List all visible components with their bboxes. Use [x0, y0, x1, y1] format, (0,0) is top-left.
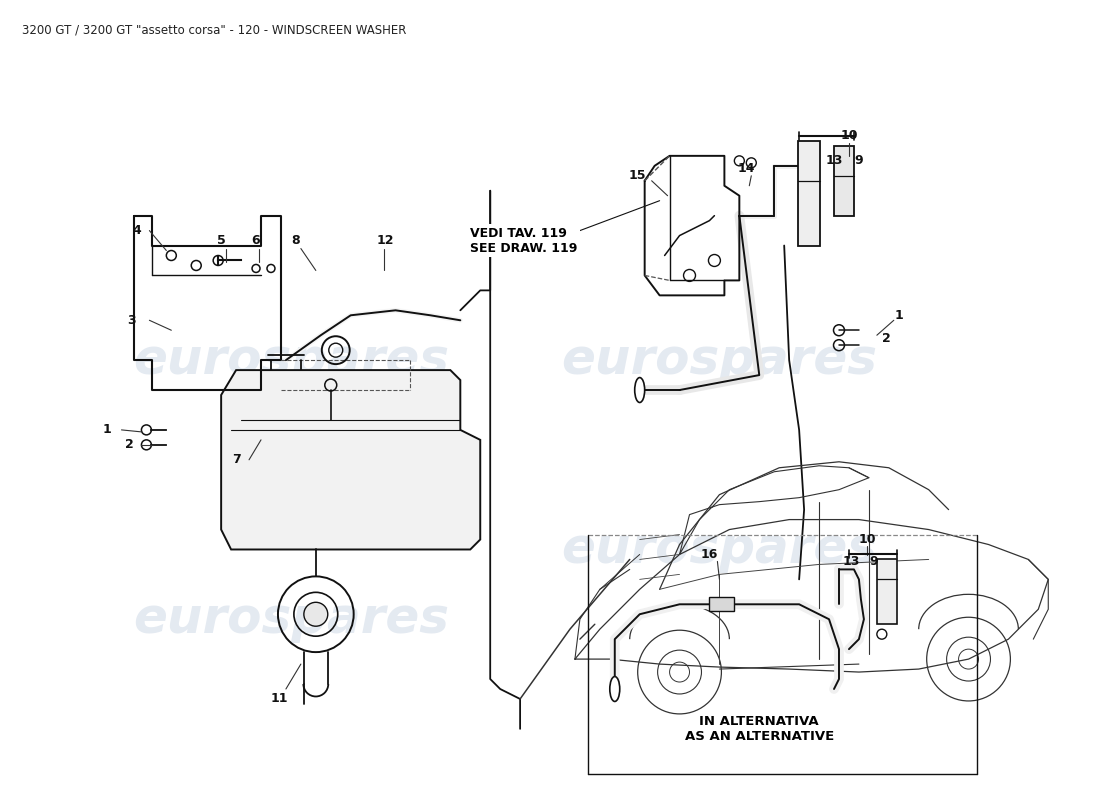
Text: 5: 5 — [217, 234, 226, 247]
Text: 6: 6 — [252, 234, 261, 247]
Text: eurospares: eurospares — [561, 336, 878, 384]
Bar — [710, 598, 735, 611]
Ellipse shape — [609, 677, 619, 702]
Bar — [877, 559, 896, 624]
Text: 13: 13 — [825, 154, 843, 167]
Text: 1: 1 — [894, 309, 903, 322]
Text: 9: 9 — [870, 555, 878, 568]
Text: 2: 2 — [125, 438, 134, 451]
Polygon shape — [221, 370, 481, 550]
Text: 16: 16 — [701, 548, 718, 561]
Text: 15: 15 — [629, 170, 647, 182]
Text: eurospares: eurospares — [133, 595, 449, 643]
Circle shape — [304, 602, 328, 626]
Text: 4: 4 — [132, 224, 141, 237]
Text: 3200 GT / 3200 GT "assetto corsa" - 120 - WINDSCREEN WASHER: 3200 GT / 3200 GT "assetto corsa" - 120 … — [22, 23, 406, 36]
Text: 9: 9 — [855, 154, 864, 167]
Ellipse shape — [635, 378, 645, 402]
Bar — [799, 141, 821, 246]
Text: 14: 14 — [738, 162, 755, 175]
Text: 1: 1 — [102, 423, 111, 436]
Text: 12: 12 — [377, 234, 394, 247]
Text: IN ALTERNATIVA
AS AN ALTERNATIVE: IN ALTERNATIVA AS AN ALTERNATIVE — [684, 715, 834, 743]
Text: 2: 2 — [882, 332, 891, 345]
Text: 7: 7 — [232, 454, 241, 466]
Text: eurospares: eurospares — [561, 526, 878, 574]
Text: 13: 13 — [843, 555, 859, 568]
Text: 3: 3 — [128, 314, 135, 326]
Text: eurospares: eurospares — [133, 336, 449, 384]
Bar — [834, 146, 854, 216]
Text: 10: 10 — [858, 533, 876, 546]
Text: 10: 10 — [840, 130, 858, 142]
Text: 11: 11 — [271, 693, 288, 706]
Text: VEDI TAV. 119
SEE DRAW. 119: VEDI TAV. 119 SEE DRAW. 119 — [471, 226, 578, 254]
Text: 8: 8 — [292, 234, 300, 247]
